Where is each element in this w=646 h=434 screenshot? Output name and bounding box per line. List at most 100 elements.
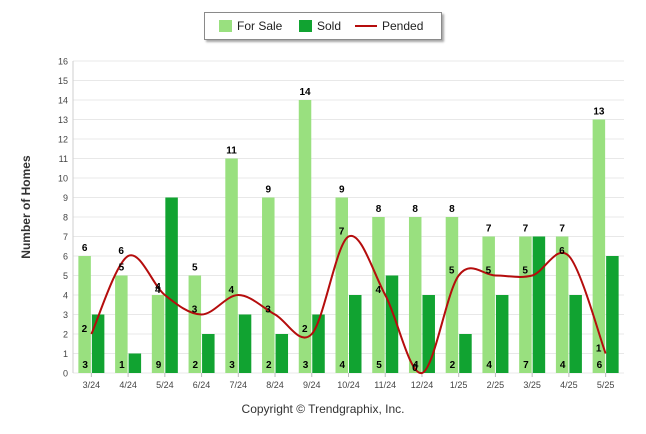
legend-swatch-sold	[299, 20, 312, 32]
bar-for-sale[interactable]	[298, 100, 312, 373]
bar-sold[interactable]	[202, 334, 215, 373]
legend-label-pended: Pended	[382, 19, 424, 33]
data-label-sold: 2	[193, 360, 199, 371]
y-tick-label: 0	[63, 369, 68, 379]
legend-swatch-for-sale	[219, 20, 232, 32]
bar-sold[interactable]	[422, 295, 435, 373]
x-tick-label: 5/24	[156, 380, 174, 390]
pended-series-line[interactable]	[90, 234, 607, 374]
bar-for-sale[interactable]	[555, 236, 569, 374]
legend-label-sold: Sold	[317, 19, 342, 33]
x-tick-label: 3/25	[523, 380, 541, 390]
data-label-for-sale: 5	[119, 263, 125, 274]
y-tick-label: 7	[63, 232, 68, 242]
y-tick-label: 10	[58, 174, 68, 184]
y-tick-label: 4	[63, 291, 68, 301]
bar-for-sale[interactable]	[592, 119, 606, 374]
bar-sold[interactable]	[459, 334, 472, 373]
bar-for-sale[interactable]	[408, 217, 422, 373]
bar-sold[interactable]	[606, 256, 619, 373]
bar-for-sale[interactable]	[188, 275, 202, 374]
y-tick-label: 2	[63, 330, 68, 340]
y-tick-label: 11	[59, 154, 68, 164]
data-label-for-sale: 9	[339, 185, 345, 196]
bar-for-sale[interactable]	[519, 236, 532, 374]
x-tick-label: 4/24	[119, 380, 137, 390]
bar-for-sale[interactable]	[445, 217, 459, 373]
x-tick-label: 11/24	[374, 380, 396, 390]
data-label-sold: 3	[303, 360, 309, 371]
x-tick-label: 9/24	[303, 380, 321, 390]
bar-sold[interactable]	[128, 353, 142, 374]
data-label-pended: 2	[302, 324, 308, 335]
y-tick-label: 1	[63, 349, 68, 359]
bar-for-sale[interactable]	[115, 275, 128, 374]
copyright-text: Copyright © Trendgraphix, Inc.	[241, 402, 405, 416]
y-tick-label: 8	[63, 213, 68, 223]
data-label-pended: 2	[82, 324, 88, 335]
data-label-pended: 0	[412, 363, 418, 374]
bar-for-sale[interactable]	[482, 236, 495, 374]
x-tick-label: 1/25	[450, 380, 468, 390]
bar-sold[interactable]	[238, 314, 252, 374]
legend-line-pended	[355, 25, 377, 27]
data-label-sold: 7	[523, 360, 529, 371]
data-label-for-sale: 4	[155, 282, 161, 293]
data-label-sold: 6	[597, 360, 603, 371]
data-label-sold: 4	[560, 360, 566, 371]
y-tick-label: 3	[63, 310, 68, 320]
data-label-sold: 4	[486, 360, 492, 371]
grid-lines	[72, 60, 624, 374]
x-tick-label: 4/25	[560, 380, 578, 390]
bar-for-sale[interactable]	[151, 295, 165, 373]
data-label-for-sale: 13	[593, 107, 605, 118]
bar-for-sale[interactable]	[262, 197, 275, 374]
data-label-pended: 6	[559, 246, 565, 257]
x-tick-label: 5/25	[597, 380, 615, 390]
data-label-pended: 1	[596, 344, 602, 355]
data-label-sold: 4	[413, 360, 419, 371]
bar-for-sale[interactable]	[335, 197, 349, 374]
bar-sold[interactable]	[532, 236, 546, 374]
y-axis-label-container: Number of Homes	[6, 130, 33, 290]
bar-sold[interactable]	[165, 197, 178, 374]
x-tick-label: 8/24	[266, 380, 284, 390]
x-tick-label: 3/24	[83, 380, 101, 390]
bars	[78, 100, 619, 374]
data-label-for-sale: 8	[376, 204, 382, 215]
x-tick-label: 7/24	[230, 380, 248, 390]
bar-for-sale[interactable]	[225, 158, 238, 374]
data-label-pended: 4	[229, 285, 235, 296]
data-label-pended: 3	[265, 305, 271, 316]
bar-sold[interactable]	[275, 334, 289, 373]
y-tick-label: 6	[63, 252, 68, 262]
data-label-for-sale: 9	[266, 185, 272, 196]
x-tick-label: 6/24	[193, 380, 211, 390]
bar-sold[interactable]	[569, 295, 582, 373]
bar-sold[interactable]	[349, 295, 362, 373]
data-label-sold: 3	[229, 360, 235, 371]
data-label-for-sale: 11	[226, 146, 237, 157]
y-tick-label: 14	[58, 96, 68, 106]
bar-for-sale[interactable]	[372, 217, 385, 373]
data-label-pended: 4	[155, 285, 161, 296]
data-label-sold: 1	[119, 360, 125, 371]
legend-item-sold[interactable]: Sold	[299, 19, 341, 33]
y-tick-label: 9	[63, 193, 68, 203]
x-tick-label: 12/24	[411, 380, 434, 390]
bar-for-sale[interactable]	[78, 256, 91, 373]
data-label-pended: 6	[118, 246, 124, 257]
bar-sold[interactable]	[495, 295, 509, 373]
legend-item-pended[interactable]: Pended	[355, 19, 423, 33]
data-label-pended: 7	[339, 227, 345, 238]
legend-item-for-sale[interactable]: For Sale	[219, 19, 282, 33]
data-label-for-sale: 7	[523, 224, 529, 235]
bar-sold[interactable]	[385, 275, 399, 374]
data-label-sold: 2	[266, 360, 272, 371]
data-label-for-sale: 7	[486, 224, 492, 235]
bar-sold[interactable]	[91, 314, 105, 374]
data-label-for-sale: 8	[449, 204, 455, 215]
data-labels: 6 5 4 5 11 9 14 9 8 8 8 7 7 7 13 3 1 9 2 3 2 3 4 5 4 2 4 7 4 6 2 6 4 3 4 3 2…	[82, 87, 605, 374]
